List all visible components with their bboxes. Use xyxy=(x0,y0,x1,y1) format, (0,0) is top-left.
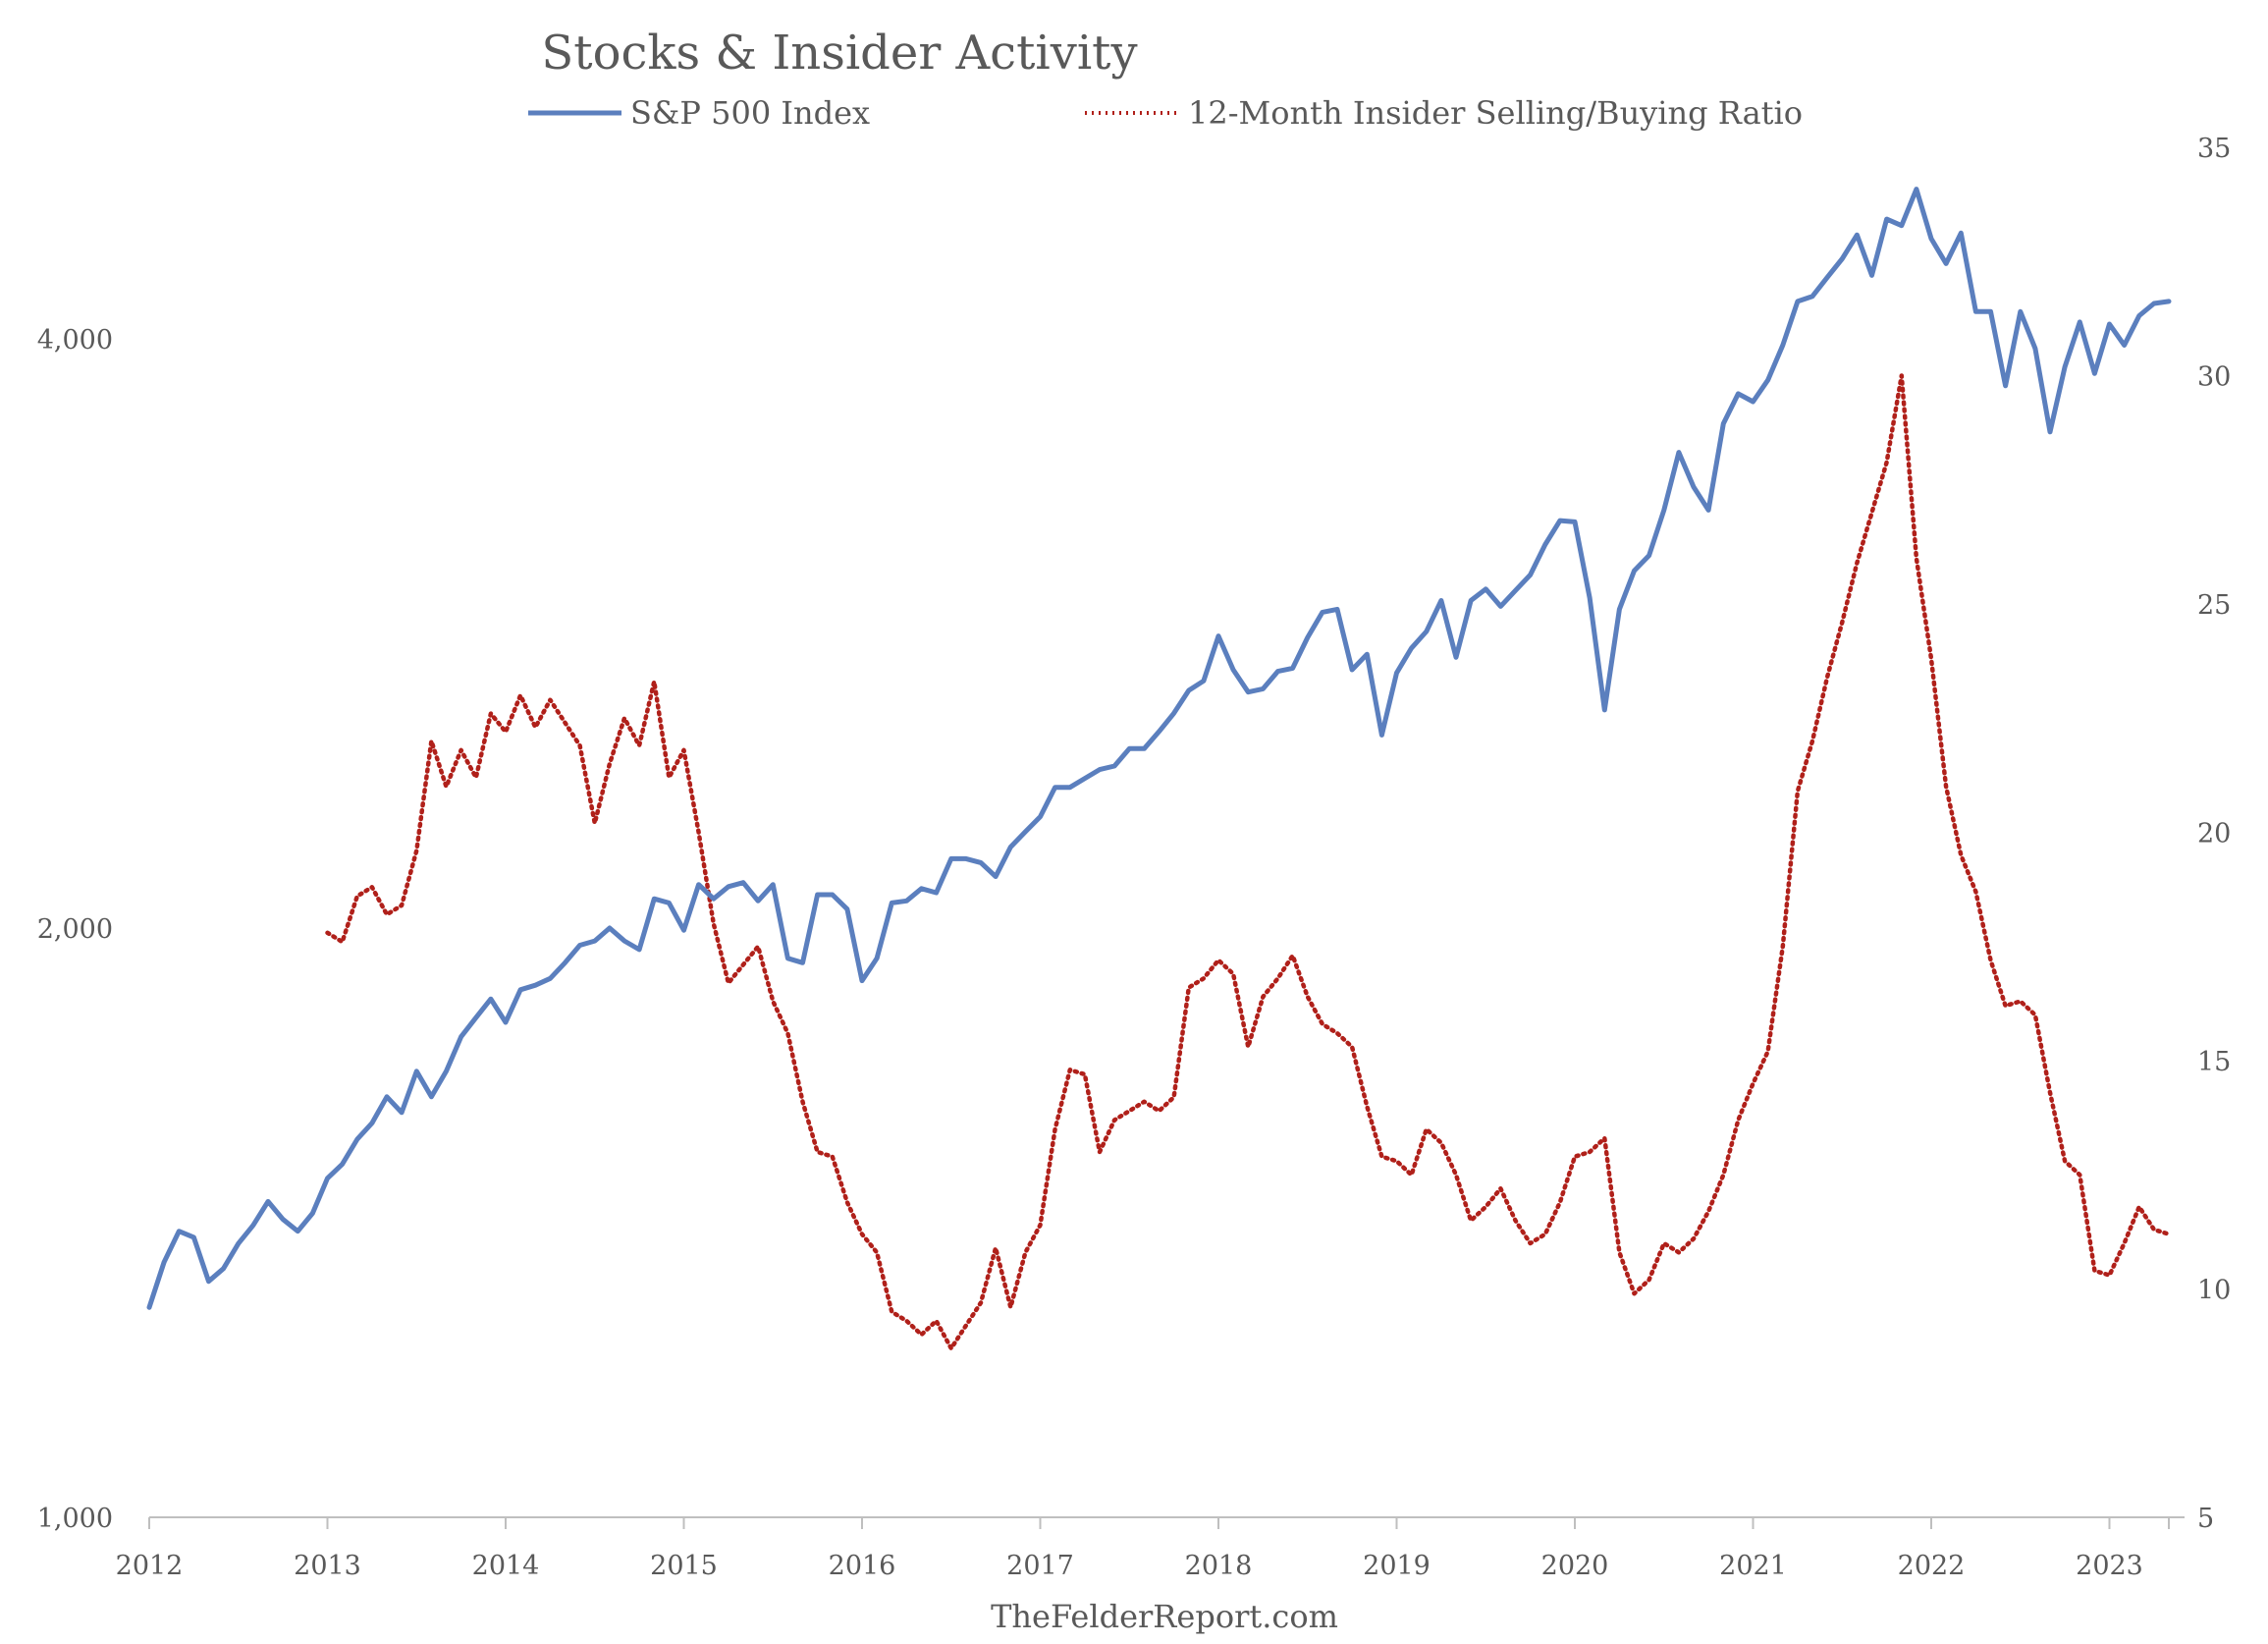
y-left-axis-ticks: 1,000 2,000 4,000 xyxy=(37,325,113,1534)
chart-title: Stocks & Insider Activity xyxy=(541,26,1137,81)
y-right-tick-label: 35 xyxy=(2197,134,2231,164)
x-tick-label: 2012 xyxy=(116,1551,184,1581)
x-tick-label: 2020 xyxy=(1541,1551,1609,1581)
y-right-tick-label: 30 xyxy=(2197,362,2231,393)
x-tick-label: 2016 xyxy=(829,1551,896,1581)
y-right-tick-label: 20 xyxy=(2197,819,2231,849)
y-right-tick-label: 5 xyxy=(2197,1504,2214,1534)
y-left-tick-label: 1,000 xyxy=(37,1504,113,1534)
y-right-axis-ticks: 5 10 15 20 25 30 35 xyxy=(2197,134,2231,1534)
y-right-tick-label: 10 xyxy=(2197,1276,2231,1306)
x-tick-label: 2021 xyxy=(1719,1551,1787,1581)
series-line-sp500 xyxy=(146,187,2172,1310)
x-tick-label: 2013 xyxy=(294,1551,361,1581)
series-line-insider-ratio xyxy=(325,373,2172,1351)
x-tick-label: 2017 xyxy=(1006,1551,1074,1581)
x-tick-label: 2018 xyxy=(1185,1551,1253,1581)
footer-source: TheFelderReport.com xyxy=(991,1598,1338,1635)
x-tick-label: 2019 xyxy=(1363,1551,1431,1581)
y-left-tick-label: 4,000 xyxy=(37,325,113,356)
y-right-tick-label: 25 xyxy=(2197,590,2231,621)
legend: S&P 500 Index 12-Month Insider Selling/B… xyxy=(528,94,1803,132)
x-tick-label: 2014 xyxy=(472,1551,540,1581)
x-tick-label: 2023 xyxy=(2076,1551,2143,1581)
x-tick-label: 2015 xyxy=(650,1551,718,1581)
legend-label-sp500: S&P 500 Index xyxy=(630,94,870,132)
legend-label-ratio: 12-Month Insider Selling/Buying Ratio xyxy=(1188,94,1803,132)
y-left-tick-label: 2,000 xyxy=(37,914,113,945)
y-right-tick-label: 15 xyxy=(2197,1047,2231,1077)
x-tick-label: 2022 xyxy=(1898,1551,1966,1581)
x-axis-ticks: 2012 2013 2014 2015 2016 2017 2018 2019 2020 2021… xyxy=(116,1517,2170,1581)
